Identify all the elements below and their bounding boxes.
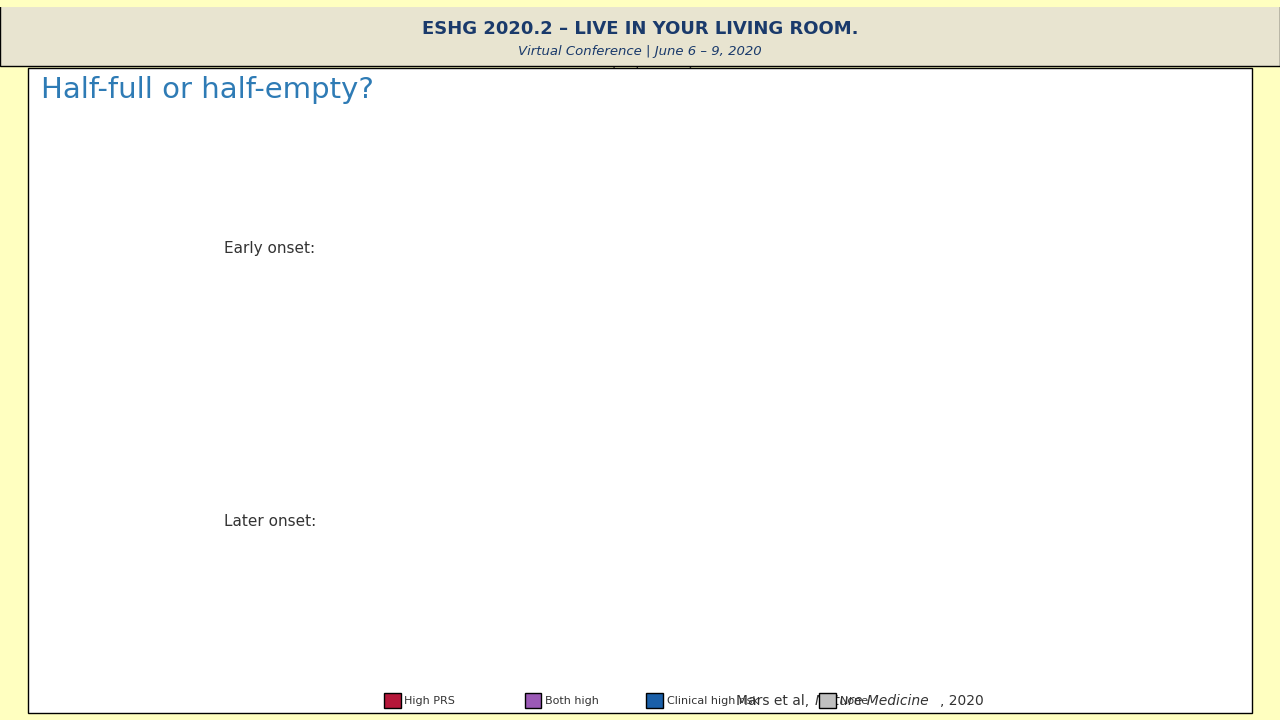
Text: Nature Medicine: Nature Medicine <box>815 693 929 708</box>
Bar <box>517 412 567 574</box>
Bar <box>627 328 678 389</box>
Bar <box>517 574 567 610</box>
Bar <box>517 610 567 622</box>
Bar <box>406 412 456 487</box>
Text: Early onset:: Early onset: <box>224 241 315 256</box>
Text: 36.2%: 36.2% <box>637 564 668 573</box>
Bar <box>627 326 678 328</box>
Bar <box>739 351 788 361</box>
Bar <box>850 450 900 532</box>
Bar <box>406 351 456 389</box>
Text: 16.0%: 16.0% <box>526 638 557 647</box>
Text: 24.2%: 24.2% <box>637 354 668 363</box>
Text: Clinical high risk: Clinical high risk <box>667 696 759 706</box>
Bar <box>627 632 678 662</box>
Bar <box>739 613 788 662</box>
Title: Early-onset: Early-onset <box>612 66 694 81</box>
Text: Half-full or half-empty?: Half-full or half-empty? <box>41 76 374 104</box>
Text: None: None <box>840 696 869 706</box>
Bar <box>850 314 900 389</box>
Text: 60.3%: 60.3% <box>415 210 447 218</box>
Bar <box>739 361 788 389</box>
Bar <box>850 141 900 314</box>
Bar <box>739 329 788 351</box>
Text: 68.8%: 68.8% <box>859 223 891 232</box>
Bar <box>627 523 678 613</box>
Text: 6.8%: 6.8% <box>529 323 554 331</box>
Text: Age <55: Age <55 <box>408 125 452 135</box>
Text: 3.8%: 3.8% <box>419 630 443 639</box>
Text: 17.9%: 17.9% <box>526 362 557 371</box>
Text: , 2020: , 2020 <box>940 693 983 708</box>
Bar <box>406 289 456 335</box>
Bar <box>739 601 788 613</box>
Text: 64.8%: 64.8% <box>526 488 557 498</box>
Bar <box>517 336 567 344</box>
Text: 14.8%: 14.8% <box>415 366 447 374</box>
Text: 29.9%: 29.9% <box>859 347 891 356</box>
Text: 18.2%: 18.2% <box>415 307 447 317</box>
Text: Age <45: Age <45 <box>520 125 563 135</box>
Text: 19.5%: 19.5% <box>749 634 780 642</box>
Bar <box>517 344 567 389</box>
Text: 71.8%: 71.8% <box>526 224 557 233</box>
Text: Age ≥60: Age ≥60 <box>631 398 675 408</box>
Bar <box>406 335 456 351</box>
Text: Age <55: Age <55 <box>854 125 897 135</box>
Bar <box>850 634 900 662</box>
Text: 12.0%: 12.0% <box>637 643 668 652</box>
Text: 9.2%: 9.2% <box>419 647 443 655</box>
Text: Virtual Conference | June 6 – 9, 2020: Virtual Conference | June 6 – 9, 2020 <box>518 45 762 58</box>
Text: 7.4%: 7.4% <box>640 618 666 628</box>
Text: Age <60: Age <60 <box>631 125 675 135</box>
Bar <box>517 318 567 336</box>
Text: 32.7%: 32.7% <box>859 487 891 495</box>
Bar <box>406 138 456 289</box>
Bar <box>517 622 567 662</box>
Text: Age ≥55: Age ≥55 <box>854 398 897 408</box>
Bar <box>406 639 456 662</box>
Text: 30.2%: 30.2% <box>415 445 447 454</box>
Title: Late-onset: Late-onset <box>613 339 692 354</box>
Text: High PRS: High PRS <box>404 696 456 706</box>
Bar <box>406 630 456 639</box>
Text: Age <45: Age <45 <box>742 125 786 135</box>
Bar <box>627 412 678 523</box>
Text: 76.1%: 76.1% <box>749 229 780 238</box>
Text: 10.1%: 10.1% <box>749 584 780 593</box>
Text: 11.5%: 11.5% <box>859 644 891 652</box>
Text: 10.9%: 10.9% <box>749 371 780 379</box>
Text: 3.4%: 3.4% <box>529 335 554 344</box>
Text: 4.9%: 4.9% <box>529 612 554 621</box>
Text: Age ≥45: Age ≥45 <box>520 398 563 408</box>
Bar <box>739 412 788 576</box>
Text: Both high: Both high <box>545 696 599 706</box>
Text: 56.8%: 56.8% <box>415 554 447 563</box>
Text: 44.4%: 44.4% <box>637 463 668 472</box>
Bar <box>739 576 788 601</box>
Bar <box>627 613 678 632</box>
Text: ESHG 2020.2 – LIVE IN YOUR LIVING ROOM.: ESHG 2020.2 – LIVE IN YOUR LIVING ROOM. <box>421 20 859 38</box>
Text: PRS gives proportionally
more information about
earlier onset cases: PRS gives proportionally more informatio… <box>838 348 1025 405</box>
Bar <box>627 138 678 322</box>
Bar <box>627 322 678 326</box>
Text: Later onset:: Later onset: <box>224 515 316 529</box>
Text: 8.7%: 8.7% <box>751 336 777 344</box>
Text: 65.5%: 65.5% <box>749 490 780 498</box>
Bar <box>406 487 456 630</box>
Bar <box>517 138 567 318</box>
Text: 14.3%: 14.3% <box>526 588 557 597</box>
Text: Age ≥55: Age ≥55 <box>408 398 452 408</box>
Text: Mars et al,: Mars et al, <box>736 693 814 708</box>
Bar <box>739 138 788 329</box>
Text: Age ≥45: Age ≥45 <box>742 398 786 408</box>
Text: 73.3%: 73.3% <box>637 225 668 235</box>
Text: 4.3%: 4.3% <box>751 351 777 361</box>
Text: 6.7%: 6.7% <box>419 339 443 348</box>
Text: 4.9%: 4.9% <box>751 603 777 612</box>
Text: 40.5%: 40.5% <box>859 578 891 588</box>
Bar <box>850 532 900 634</box>
